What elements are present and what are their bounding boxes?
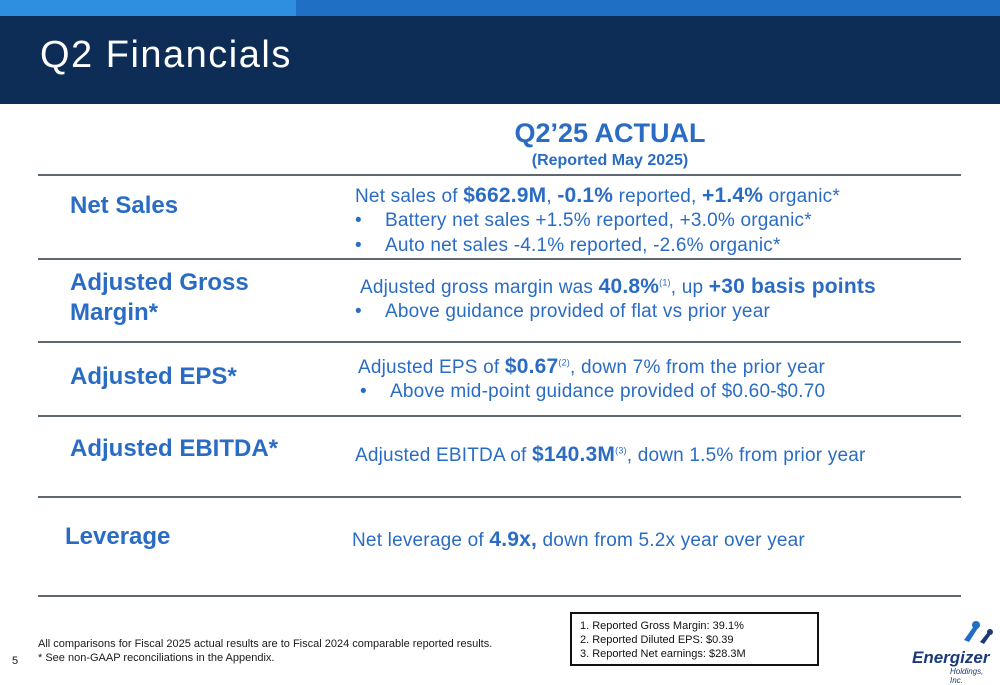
energizer-logo: Energizer Holdings, Inc. <box>912 618 994 685</box>
ebitda-summary: Adjusted EBITDA of $140.3M(3), down 1.5%… <box>355 443 866 467</box>
text: , up <box>670 277 709 298</box>
text: Auto net sales -4.1% reported, -2.6% org… <box>385 235 781 256</box>
reported-note: 3. Reported Net earnings: $28.3M <box>580 648 746 660</box>
leverage-summary: Net leverage of 4.9x, down from 5.2x yea… <box>352 528 805 552</box>
reported-note: 1. Reported Gross Margin: 39.1% <box>580 620 744 632</box>
footnote-non-gaap: * See non-GAAP reconciliations in the Ap… <box>38 652 275 664</box>
text: Net sales of <box>355 186 464 207</box>
column-title: Q2’25 ACTUAL <box>514 118 706 148</box>
label-line: Adjusted Gross <box>70 269 249 296</box>
reported-figures-box: 1. Reported Gross Margin: 39.1% 2. Repor… <box>570 612 819 666</box>
value: 40.8% <box>598 275 660 298</box>
value: +30 basis points <box>708 275 876 298</box>
text: , down 7% from the prior year <box>570 357 826 378</box>
leverage-label: Leverage <box>65 523 171 550</box>
reported-note: 2. Reported Diluted EPS: $0.39 <box>580 634 734 646</box>
divider-rule <box>38 496 961 498</box>
text: organic* <box>763 186 840 207</box>
gross-margin-bullet: • Above guidance provided of flat vs prio… <box>355 301 770 323</box>
net-sales-bullet-auto: • Auto net sales -4.1% reported, -2.6% or… <box>355 235 781 257</box>
value: $140.3M <box>532 443 616 466</box>
eps-bullet: • Above mid-point guidance provided of $0… <box>360 381 825 403</box>
label-line: Margin* <box>70 299 159 326</box>
net-sales-bullet-battery: • Battery net sales +1.5% reported, +3.0%… <box>355 210 812 232</box>
logo-mark-icon <box>964 621 993 644</box>
text: , <box>546 186 558 207</box>
footnote-ref: (2) <box>558 357 571 368</box>
text: Adjusted gross margin was <box>360 277 599 298</box>
divider-rule <box>38 415 961 417</box>
text: down from 5.2x year over year <box>537 530 805 551</box>
text: reported, <box>613 186 702 207</box>
value: $662.9M <box>463 184 547 207</box>
ebitda-label: Adjusted EBITDA* <box>70 435 279 462</box>
bullet-icon: • <box>355 210 362 231</box>
text: Adjusted EBITDA of <box>355 445 532 466</box>
value: +1.4% <box>701 184 764 207</box>
bullet-icon: • <box>355 301 362 322</box>
column-subtitle: (Reported May 2025) <box>531 152 689 169</box>
text: Battery net sales +1.5% reported, +3.0% … <box>385 210 812 231</box>
bullet-icon: • <box>355 235 362 256</box>
value: $0.67 <box>504 355 559 378</box>
footnote-ref: (3) <box>615 445 627 456</box>
top-accent-bar-dark <box>296 0 1000 16</box>
net-sales-label: Net Sales <box>70 192 179 219</box>
logo-subtext: Holdings, Inc. <box>950 667 984 685</box>
text: Net leverage of <box>352 530 490 551</box>
top-accent-bar-light <box>0 0 296 16</box>
text: Above mid-point guidance provided of $0.… <box>390 381 826 402</box>
text: Above guidance provided of flat vs prior… <box>385 301 770 322</box>
net-sales-summary: Net sales of $662.9M, -0.1% reported, +1… <box>355 184 840 208</box>
text: Adjusted EPS of <box>358 357 505 378</box>
divider-rule <box>38 174 961 176</box>
value: 4.9x, <box>489 528 538 551</box>
divider-rule <box>38 258 961 260</box>
footnote-comparisons: All comparisons for Fiscal 2025 actual r… <box>38 638 493 650</box>
gross-margin-label: Adjusted Gross Margin* <box>70 268 249 328</box>
slide-title: Q2 Financials <box>40 34 292 76</box>
logo-wordmark: Energizer <box>912 648 990 667</box>
divider-rule <box>38 341 961 343</box>
page-number: 5 <box>12 655 19 667</box>
footnote-ref: (1) <box>659 277 671 288</box>
title-band <box>0 16 1000 104</box>
eps-label: Adjusted EPS* <box>70 363 237 390</box>
eps-summary: Adjusted EPS of $0.67(2), down 7% from t… <box>358 355 825 379</box>
divider-rule <box>38 595 961 597</box>
gross-margin-summary: Adjusted gross margin was 40.8%(1), up +… <box>360 275 876 299</box>
value: -0.1% <box>557 184 614 207</box>
bullet-icon: • <box>360 381 367 402</box>
text: , down 1.5% from prior year <box>626 445 866 466</box>
